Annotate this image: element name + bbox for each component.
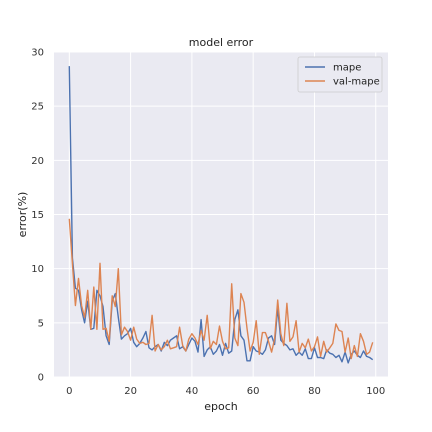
y-tick-label: 15 (31, 210, 44, 221)
y-tick-label: 25 (31, 102, 44, 113)
legend-box (297, 56, 383, 93)
y-tick-label: 0 (38, 373, 44, 384)
x-tick-label: 100 (366, 386, 385, 397)
series-lines (68, 66, 374, 364)
x-tick-label: 20 (124, 386, 137, 397)
x-tick-label: 40 (186, 386, 199, 397)
x-axis-label: epoch (204, 400, 238, 413)
x-tick-label: 0 (66, 386, 72, 397)
y-tick-label: 5 (38, 318, 44, 329)
legend-label-mape: mape (333, 63, 361, 74)
series-line-mape (68, 66, 374, 364)
chart-title: model error (189, 36, 254, 49)
y-tick-label: 20 (31, 156, 44, 167)
y-tick-label: 10 (31, 264, 44, 275)
y-axis-label: error(%) (16, 192, 29, 238)
legend: mape val-mape (297, 56, 383, 93)
series-line-val-mape (68, 218, 374, 360)
x-tick-label: 60 (247, 386, 260, 397)
x-tick-label: 80 (308, 386, 321, 397)
y-tick-label: 30 (31, 48, 44, 59)
legend-label-val-mape: val-mape (333, 77, 380, 88)
tick-labels: 0 5 10 15 20 25 30 0 20 40 60 80 100 (31, 48, 385, 398)
